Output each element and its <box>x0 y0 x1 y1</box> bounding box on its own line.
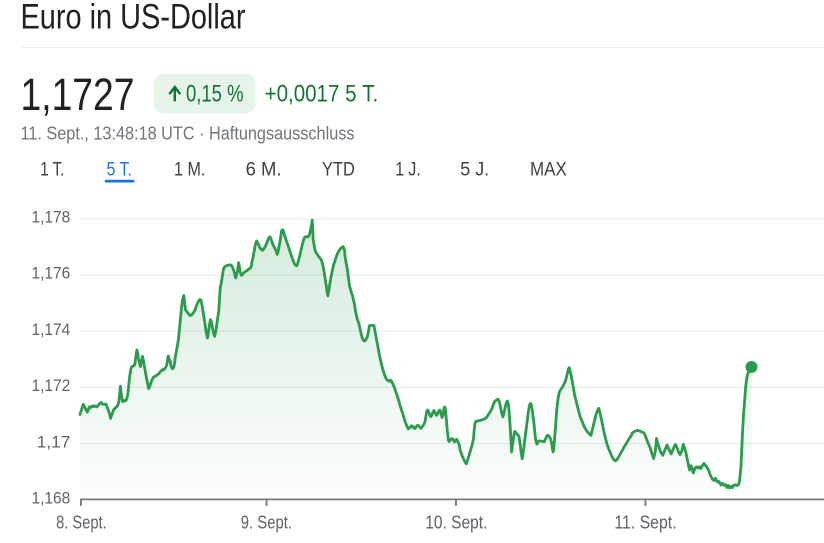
svg-text:Euro in US-Dollar: Euro in US-Dollar <box>21 0 246 37</box>
svg-text:1,178: 1,178 <box>32 209 71 227</box>
svg-text:1,174: 1,174 <box>32 321 71 339</box>
svg-text:1 M.: 1 M. <box>174 158 205 180</box>
svg-text:1 J.: 1 J. <box>395 158 421 180</box>
svg-text:YTD: YTD <box>322 158 355 180</box>
svg-text:1,168: 1,168 <box>32 490 71 508</box>
svg-text:11. Sept., 13:48:18 UTC · Haft: 11. Sept., 13:48:18 UTC · Haftungsaussch… <box>21 123 355 143</box>
svg-text:+0,0017 5 T.: +0,0017 5 T. <box>265 80 379 107</box>
svg-text:1,1727: 1,1727 <box>21 69 135 120</box>
svg-text:5 T.: 5 T. <box>107 158 132 180</box>
svg-text:1,172: 1,172 <box>32 377 71 395</box>
svg-text:9. Sept.: 9. Sept. <box>241 513 292 533</box>
svg-text:1 T.: 1 T. <box>40 158 64 180</box>
svg-text:8. Sept.: 8. Sept. <box>56 513 107 533</box>
svg-text:6 M.: 6 M. <box>246 158 282 180</box>
svg-text:5 J.: 5 J. <box>460 158 489 180</box>
svg-text:11. Sept.: 11. Sept. <box>614 513 676 533</box>
svg-text:10. Sept.: 10. Sept. <box>425 513 487 533</box>
svg-text:1,176: 1,176 <box>32 265 71 283</box>
svg-text:0,15 %: 0,15 % <box>186 80 244 107</box>
svg-text:1,17: 1,17 <box>37 433 71 451</box>
svg-text:MAX: MAX <box>530 158 567 180</box>
